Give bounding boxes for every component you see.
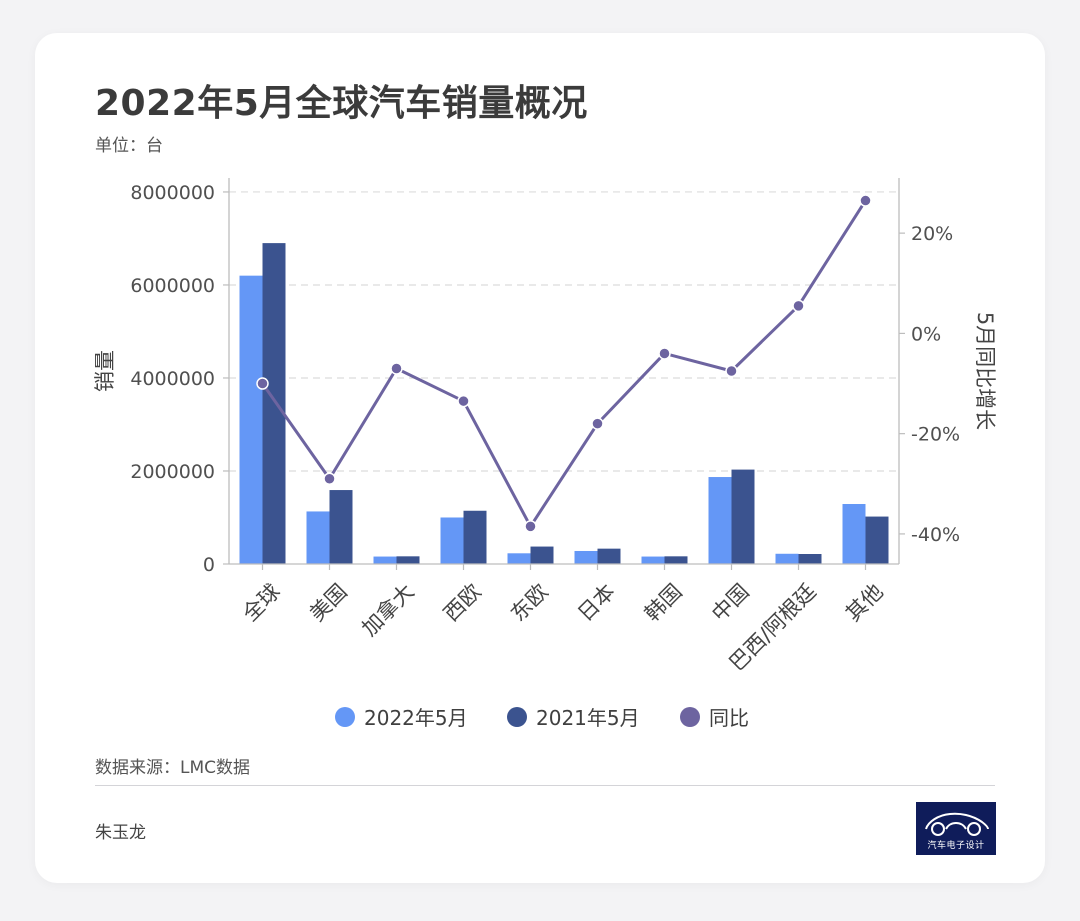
chart-card bbox=[35, 33, 1045, 883]
x-tick-label: 美国 bbox=[305, 579, 352, 626]
y-tick-label-left: 8000000 bbox=[130, 182, 215, 204]
yoy-point-2 bbox=[390, 362, 403, 375]
source-note: 数据来源：LMC数据 bbox=[95, 758, 251, 778]
y-axis-title-left: 销量 bbox=[93, 350, 117, 392]
bar-2021-2 bbox=[396, 556, 420, 564]
x-tick-label: 日本 bbox=[573, 579, 620, 626]
legend: 2022年5月 2021年5月 同比 bbox=[335, 706, 749, 730]
bars bbox=[239, 243, 889, 564]
bar-2021-7 bbox=[731, 469, 755, 564]
yoy-line bbox=[261, 199, 867, 528]
legend-marker-2 bbox=[680, 707, 700, 727]
y-tick-label-right: -40% bbox=[911, 524, 960, 546]
yoy-point-4 bbox=[524, 520, 537, 533]
bar-2021-3 bbox=[463, 510, 487, 564]
x-tick-label: 韩国 bbox=[640, 579, 687, 626]
bar-2022-2 bbox=[373, 556, 397, 564]
bar-2022-8 bbox=[775, 553, 799, 564]
x-tick-label: 中国 bbox=[707, 579, 754, 626]
y-tick-label-right: 0% bbox=[911, 323, 941, 345]
bar-2022-1 bbox=[306, 511, 330, 564]
bar-2021-9 bbox=[865, 516, 889, 564]
bar-2022-6 bbox=[641, 556, 665, 564]
x-tick-label: 东欧 bbox=[506, 579, 553, 626]
yoy-point-9 bbox=[859, 194, 872, 207]
car-silhouette-icon bbox=[925, 812, 989, 836]
chart-title: 2022年5月全球汽车销量概况 bbox=[95, 83, 588, 124]
x-tick-label: 全球 bbox=[238, 579, 285, 626]
x-tick-label: 加拿大 bbox=[357, 579, 419, 641]
x-tick-label: 其他 bbox=[841, 579, 888, 626]
y-tick-label-left: 4000000 bbox=[130, 368, 215, 390]
yoy-point-3 bbox=[457, 394, 470, 408]
bar-2022-7 bbox=[708, 477, 732, 564]
legend-marker-0 bbox=[335, 707, 355, 727]
bar-2021-5 bbox=[597, 548, 621, 564]
y-tick-label-right: -20% bbox=[911, 424, 960, 446]
yoy-point-0 bbox=[256, 377, 269, 390]
brand-logo: 汽车电子设计 bbox=[916, 802, 996, 855]
bar-2021-6 bbox=[664, 556, 688, 564]
legend-label-1: 2021年5月 bbox=[536, 706, 640, 730]
grid-lines bbox=[229, 191, 899, 472]
y-tick-label-right: 20% bbox=[911, 223, 953, 245]
legend-marker-1 bbox=[507, 707, 527, 727]
axes bbox=[223, 178, 905, 570]
bar-2021-1 bbox=[329, 490, 353, 564]
logo-text: 汽车电子设计 bbox=[927, 841, 985, 851]
bar-2022-5 bbox=[574, 550, 598, 564]
yoy-point-5 bbox=[591, 417, 604, 430]
yoy-point-1 bbox=[323, 472, 336, 486]
legend-label-2: 同比 bbox=[709, 706, 749, 730]
y-tick-label-left: 2000000 bbox=[130, 461, 215, 483]
yoy-point-8 bbox=[792, 299, 805, 313]
yoy-point-6 bbox=[658, 347, 671, 360]
bar-2021-8 bbox=[798, 554, 822, 564]
divider bbox=[95, 785, 995, 786]
bar-2022-0 bbox=[239, 275, 263, 564]
legend-label-0: 2022年5月 bbox=[364, 706, 468, 730]
x-tick-label: 西欧 bbox=[439, 579, 486, 626]
bar-2021-4 bbox=[530, 546, 554, 564]
unit-label: 单位：台 bbox=[95, 136, 163, 156]
yoy-line-series bbox=[256, 194, 872, 533]
bar-2022-4 bbox=[507, 553, 531, 564]
yoy-point-7 bbox=[725, 364, 738, 378]
bar-2022-9 bbox=[842, 504, 866, 564]
y-tick-label-left: 0 bbox=[203, 554, 215, 576]
y-tick-label-left: 6000000 bbox=[130, 275, 215, 297]
y-axis-title-right: 5月同比增长 bbox=[973, 312, 997, 430]
bar-2022-3 bbox=[440, 517, 464, 564]
author-name: 朱玉龙 bbox=[95, 823, 146, 843]
bar-2021-0 bbox=[262, 243, 286, 564]
